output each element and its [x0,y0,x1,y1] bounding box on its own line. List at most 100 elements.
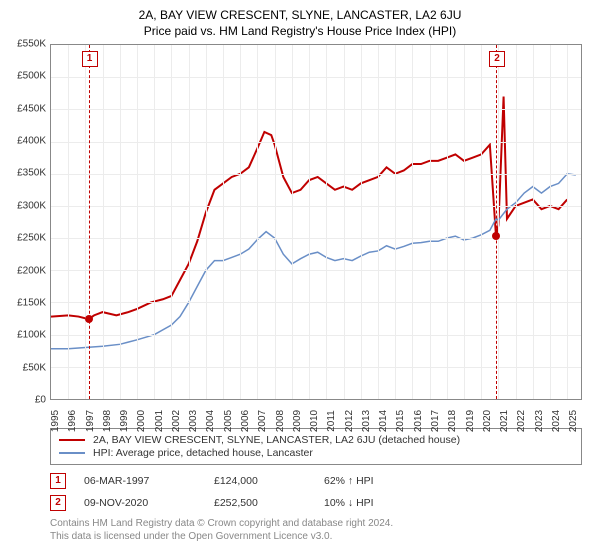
vgrid-line [240,45,241,399]
hgrid-line [51,142,581,143]
x-tick-label: 2011 [326,410,337,432]
events-table: 1 06-MAR-1997£124,00062% ↑ HPI 209-NOV-202… [50,473,582,511]
legend-swatch [59,452,85,454]
chart-subtitle: Price paid vs. HM Land Registry's House … [10,24,590,38]
vgrid-line [171,45,172,399]
event-dash-line [89,45,90,399]
series-hpi [51,174,576,349]
legend-label: HPI: Average price, detached house, Lanc… [93,447,313,459]
event-marker-box: 2 [489,51,505,67]
x-tick-label: 2007 [257,410,268,432]
x-tick-label: 1997 [85,410,96,432]
y-tick-label: £500K [17,71,46,82]
x-axis: 1995199619971998199920002001200220032004… [50,400,582,422]
vgrid-line [103,45,104,399]
x-tick-label: 2019 [465,410,476,432]
x-tick-label: 2005 [223,410,234,432]
y-tick-label: £350K [17,168,46,179]
event-delta: 62% ↑ HPI [324,475,582,487]
x-tick-label: 2010 [309,410,320,432]
vgrid-line [361,45,362,399]
y-tick-label: £100K [17,330,46,341]
x-tick-label: 2000 [136,410,147,432]
y-tick-label: £300K [17,200,46,211]
x-tick-label: 1998 [102,410,113,432]
chart-area: £0£50K£100K£150K£200K£250K£300K£350K£400… [50,44,582,422]
chart-svg [51,45,581,399]
vgrid-line [395,45,396,399]
y-tick-label: £50K [23,362,46,373]
x-tick-label: 2022 [516,410,527,432]
chart-title: 2A, BAY VIEW CRESCENT, SLYNE, LANCASTER,… [10,8,590,22]
event-row: 209-NOV-2020£252,50010% ↓ HPI [50,495,582,511]
event-delta: 10% ↓ HPI [324,497,582,509]
x-tick-label: 2013 [361,410,372,432]
legend-swatch [59,439,85,441]
vgrid-line [137,45,138,399]
hgrid-line [51,335,581,336]
x-tick-label: 2004 [205,410,216,432]
vgrid-line [85,45,86,399]
event-date: 06-MAR-1997 [84,475,214,487]
y-tick-label: £200K [17,265,46,276]
vgrid-line [447,45,448,399]
chart-container: 2A, BAY VIEW CRESCENT, SLYNE, LANCASTER,… [0,0,600,560]
footer-text: Contains HM Land Registry data © Crown c… [50,517,582,543]
x-tick-label: 2024 [551,410,562,432]
vgrid-line [498,45,499,399]
vgrid-line [481,45,482,399]
x-tick-label: 2006 [240,410,251,432]
vgrid-line [533,45,534,399]
vgrid-line [189,45,190,399]
hgrid-line [51,77,581,78]
legend-label: 2A, BAY VIEW CRESCENT, SLYNE, LANCASTER,… [93,434,460,446]
x-tick-label: 2025 [568,410,579,432]
event-date: 09-NOV-2020 [84,497,214,509]
x-tick-label: 2008 [275,410,286,432]
hgrid-line [51,238,581,239]
x-tick-label: 1995 [50,410,61,432]
hgrid-line [51,367,581,368]
vgrid-line [154,45,155,399]
event-row: 1 06-MAR-1997£124,00062% ↑ HPI [50,473,582,489]
x-tick-label: 2009 [292,410,303,432]
hgrid-line [51,109,581,110]
vgrid-line [309,45,310,399]
vgrid-line [206,45,207,399]
event-dot [85,315,93,323]
y-tick-label: £250K [17,233,46,244]
y-tick-label: £450K [17,103,46,114]
vgrid-line [292,45,293,399]
x-tick-label: 2014 [378,410,389,432]
x-tick-label: 2003 [188,410,199,432]
vgrid-line [344,45,345,399]
x-tick-label: 2021 [499,410,510,432]
vgrid-line [275,45,276,399]
vgrid-line [550,45,551,399]
hgrid-line [51,206,581,207]
event-marker-box: 1 [82,51,98,67]
vgrid-line [223,45,224,399]
event-number-box: 1 [50,473,66,489]
vgrid-line [257,45,258,399]
vgrid-line [378,45,379,399]
y-axis: £0£50K£100K£150K£200K£250K£300K£350K£400… [10,44,48,400]
hgrid-line [51,174,581,175]
x-tick-label: 2012 [344,410,355,432]
x-tick-label: 2020 [482,410,493,432]
x-tick-label: 2001 [154,410,165,432]
vgrid-line [68,45,69,399]
legend-row: 2A, BAY VIEW CRESCENT, SLYNE, LANCASTER,… [59,434,573,446]
x-tick-label: 1996 [67,410,78,432]
vgrid-line [120,45,121,399]
hgrid-line [51,302,581,303]
x-tick-label: 2015 [395,410,406,432]
x-tick-label: 2018 [447,410,458,432]
y-tick-label: £550K [17,39,46,50]
x-tick-label: 2023 [534,410,545,432]
x-tick-label: 1999 [119,410,130,432]
event-dash-line [496,45,497,399]
legend-row: HPI: Average price, detached house, Lanc… [59,447,573,459]
event-price: £124,000 [214,475,324,487]
x-tick-label: 2017 [430,410,441,432]
